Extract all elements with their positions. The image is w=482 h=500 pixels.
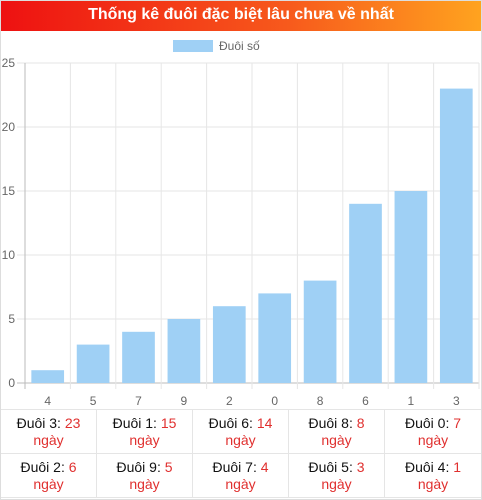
- bar: [439, 88, 473, 383]
- stat-cell: Đuôi 9: 5 ngày: [97, 454, 193, 498]
- chart-area: Đuôi số 0 5 10 15 20 25 4 5 7 9 2 0 8 6 1 3: [1, 31, 481, 409]
- stat-label: Đuôi 4:: [404, 459, 454, 475]
- bar: [167, 319, 201, 383]
- bar: [122, 331, 155, 383]
- stat-unit: ngày: [33, 476, 64, 492]
- stat-label: Đuôi 5:: [308, 459, 357, 475]
- y-tick-label: 5: [8, 312, 15, 326]
- stat-value: 14: [256, 415, 273, 431]
- bar: [212, 306, 246, 383]
- stat-label: Đuôi 1:: [112, 415, 161, 431]
- stat-unit: ngày: [129, 432, 160, 448]
- stat-cell: Đuôi 0: 7 ngày: [385, 410, 481, 454]
- y-tick-label: 10: [2, 248, 16, 262]
- y-tick-label: 15: [2, 184, 16, 198]
- x-tick-label: 4: [44, 394, 51, 408]
- bar: [31, 370, 65, 383]
- stat-unit: ngày: [33, 432, 64, 448]
- stat-cell: Đuôi 1: 15 ngày: [97, 410, 193, 454]
- stat-cell: Đuôi 2: 6 ngày: [1, 454, 97, 498]
- legend-label: Đuôi số: [219, 39, 260, 53]
- stat-unit: ngày: [417, 432, 449, 448]
- stat-value: 7: [453, 415, 462, 431]
- stat-label: Đuôi 3:: [16, 415, 65, 431]
- x-tick-label: 5: [90, 394, 97, 408]
- stat-value: 1: [453, 459, 462, 475]
- stat-cell: Đuôi 5: 3 ngày: [289, 454, 385, 498]
- stat-cell: Đuôi 4: 1 ngày: [385, 454, 481, 498]
- stat-label: Đuôi 6:: [208, 415, 257, 431]
- stat-value: 15: [160, 415, 177, 431]
- x-tick-label: 7: [135, 394, 142, 408]
- stat-unit: ngày: [417, 476, 449, 492]
- stat-unit: ngày: [321, 476, 352, 492]
- stat-value: 8: [356, 415, 365, 431]
- stat-unit: ngày: [321, 432, 352, 448]
- bar: [76, 344, 110, 383]
- stat-unit: ngày: [225, 476, 256, 492]
- stat-cell: Đuôi 7: 4 ngày: [193, 454, 289, 498]
- stat-value: 6: [68, 459, 77, 475]
- widget-title: Thống kê đuôi đặc biệt lâu chưa về nhất: [1, 1, 481, 31]
- stat-unit: ngày: [225, 432, 256, 448]
- y-tick-label: 0: [8, 376, 15, 390]
- x-tick-label: 0: [271, 394, 278, 408]
- x-tick-label: 8: [317, 394, 324, 408]
- x-tick-label: 2: [226, 394, 233, 408]
- x-tick-label: 9: [181, 394, 188, 408]
- legend-swatch: [173, 40, 213, 52]
- stats-grid: Đuôi 3: 23 ngày Đuôi 1: 15 ngày Đuôi 6: 14…: [1, 409, 481, 498]
- stat-label: Đuôi 8:: [308, 415, 357, 431]
- bar: [258, 293, 292, 383]
- y-tick-label: 25: [2, 56, 16, 70]
- stat-value: 5: [164, 459, 173, 475]
- y-tick-label: 20: [2, 120, 16, 134]
- stat-label: Đuôi 9:: [116, 459, 165, 475]
- bar: [349, 203, 382, 383]
- stat-cell: Đuôi 8: 8 ngày: [289, 410, 385, 454]
- stat-cell: Đuôi 6: 14 ngày: [193, 410, 289, 454]
- bar: [394, 191, 428, 383]
- x-tick-label: 1: [408, 394, 415, 408]
- stat-unit: ngày: [129, 476, 160, 492]
- stat-value: 23: [64, 415, 81, 431]
- stat-label: Đuôi 2:: [20, 459, 69, 475]
- stat-cell: Đuôi 3: 23 ngày: [1, 410, 97, 454]
- stat-label: Đuôi 7:: [212, 459, 261, 475]
- bar: [303, 280, 337, 383]
- x-tick-label: 3: [453, 394, 460, 408]
- x-tick-label: 6: [362, 394, 369, 408]
- stat-value: 3: [356, 459, 365, 475]
- stat-label: Đuôi 0:: [404, 415, 454, 431]
- stat-value: 4: [260, 459, 269, 475]
